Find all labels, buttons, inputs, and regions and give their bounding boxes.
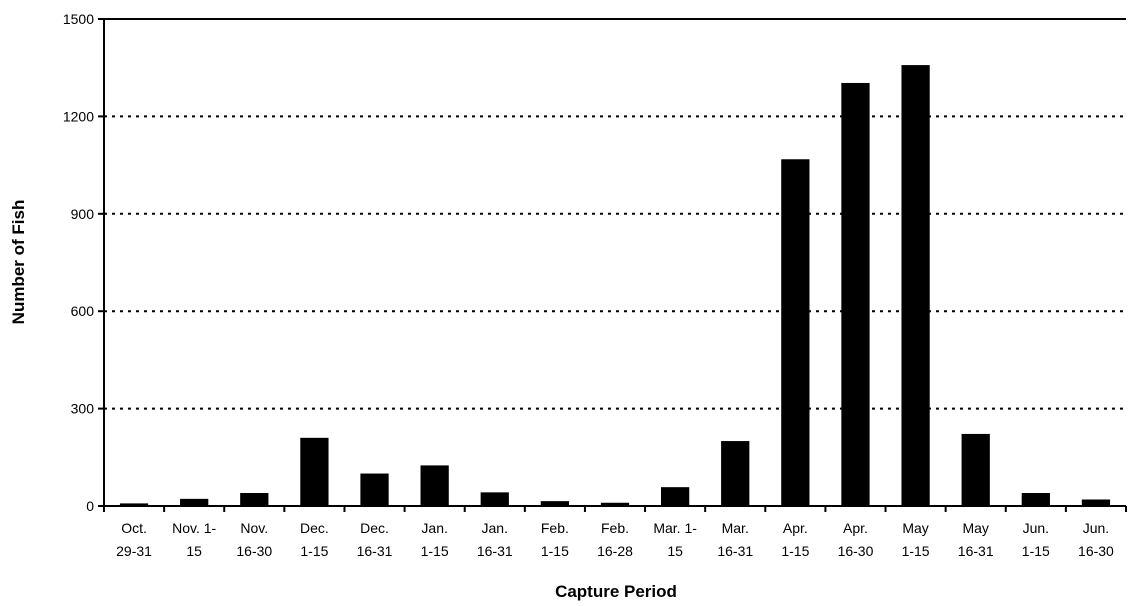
x-tick-label: Dec. 16-31 <box>357 520 393 559</box>
bar <box>1081 499 1111 506</box>
x-tick-label: May 16-31 <box>958 520 994 559</box>
y-tick-label: 600 <box>71 303 95 319</box>
bar <box>1021 493 1050 506</box>
x-tick-label: Feb. 1-15 <box>541 520 569 559</box>
y-tick-label: 0 <box>86 498 94 514</box>
x-tick-label: Jan. 16-31 <box>477 520 513 559</box>
bar <box>721 441 750 506</box>
x-tick-label: Feb. 16-28 <box>597 520 633 559</box>
x-tick-labels: Oct. 29-31 Nov. 1-15 Nov. 16-30 Dec. 1-15 Dec. 1… <box>116 520 1114 559</box>
x-tick-label: Jan. 1-15 <box>421 520 449 559</box>
bar <box>480 492 509 506</box>
x-axis-title: Capture Period <box>555 582 677 601</box>
x-tick-label: Nov. 1-15 <box>172 520 216 559</box>
x-tick-label: Apr. 1-15 <box>781 520 809 559</box>
x-tick-label: Apr. 16-30 <box>838 520 874 559</box>
bar <box>360 473 389 506</box>
x-tick-label: Nov. 16-30 <box>236 520 272 559</box>
bar <box>420 465 449 506</box>
y-tick-label: 300 <box>71 401 95 417</box>
x-tick-label: May 1-15 <box>902 520 930 559</box>
bar <box>841 82 870 506</box>
bar <box>119 503 149 506</box>
bar <box>600 502 630 506</box>
y-tick-label: 900 <box>71 206 95 222</box>
bar <box>240 493 269 506</box>
x-tick-label: Dec. 1-15 <box>300 520 329 559</box>
axes <box>98 18 1127 512</box>
x-tick-label: Oct. 29-31 <box>116 520 152 559</box>
gridlines <box>104 115 1126 410</box>
y-tick-labels: 0 300 600 900 1200 1500 <box>63 11 94 514</box>
bars <box>119 65 1111 507</box>
x-tick-label: Mar. 16-31 <box>717 520 753 559</box>
bar <box>901 65 930 507</box>
bar <box>660 487 690 506</box>
y-tick-label: 1500 <box>63 11 94 27</box>
y-tick-label: 1200 <box>63 108 94 124</box>
y-axis-title: Number of Fish <box>9 200 28 325</box>
bar <box>961 433 990 506</box>
bar <box>781 159 810 507</box>
bar <box>300 437 329 506</box>
x-tick-label: Jun. 1-15 <box>1022 520 1050 559</box>
x-tick-label: Mar. 1-15 <box>653 520 697 559</box>
bar <box>180 498 209 506</box>
x-tick-label: Jun. 16-30 <box>1078 520 1114 559</box>
bar <box>540 501 570 506</box>
